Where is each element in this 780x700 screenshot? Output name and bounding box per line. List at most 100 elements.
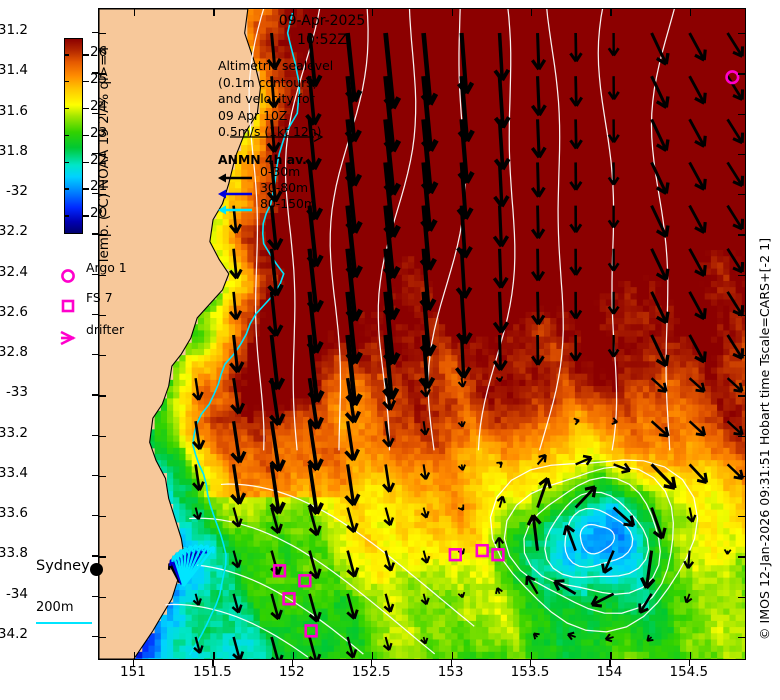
axis-inner-tick (133, 652, 136, 659)
y-tick-label: -32.4 (0, 263, 28, 280)
axis-inner-tick (99, 636, 106, 639)
y-tick-mark (92, 595, 98, 597)
adcp-arrow-icon (218, 189, 252, 199)
colorbar-tick-mark (83, 80, 89, 83)
colorbar-tick-label: 24 (90, 97, 108, 114)
axis-inner-tick (99, 596, 106, 598)
x-tick-mark (450, 660, 452, 666)
title-date: 09-Apr-2025 (278, 13, 366, 29)
map-plot-area[interactable] (98, 8, 746, 660)
axis-inner-tick (99, 475, 106, 478)
colorbar-tick-mark (83, 161, 89, 163)
x-tick-mark (291, 660, 293, 666)
axis-inner-tick (372, 9, 374, 16)
axis-inner-tick (99, 73, 106, 75)
y-tick-label: -31.4 (0, 62, 28, 79)
colorbar-tick-mark-inner (64, 54, 69, 56)
adcp-arrow-icon (218, 173, 252, 183)
y-tick-label: -33.8 (0, 545, 28, 562)
colorbar-tick-mark (83, 54, 89, 56)
axis-inner-tick (738, 636, 745, 639)
axis-inner-tick (99, 355, 106, 357)
y-tick-label: -33.4 (0, 464, 28, 481)
marker-legend-label: FS 7 (86, 290, 113, 305)
axis-inner-tick (99, 153, 106, 156)
colorbar-tick-mark (83, 107, 89, 110)
colorbar-tick-mark-inner (64, 107, 69, 110)
annot-line-3: 09 Apr 10Z (218, 107, 288, 123)
y-tick-mark (92, 434, 98, 436)
axis-inner-tick (738, 194, 745, 196)
adcp-legend-item: 80-150m (218, 196, 316, 219)
x-tick-label: 153.5 (510, 664, 550, 680)
y-tick-mark (92, 635, 98, 638)
axis-inner-tick (133, 9, 136, 16)
velocity-scale-arrow-icon (230, 132, 324, 142)
y-tick-mark (92, 515, 98, 517)
axis-inner-tick (99, 234, 106, 236)
axis-inner-tick (99, 274, 106, 276)
y-tick-label: -34.2 (0, 625, 28, 642)
y-tick-label: -32 (5, 183, 28, 200)
adcp-legend-item: 0-30m (218, 164, 300, 187)
axis-inner-tick (738, 395, 745, 397)
axis-inner-tick (610, 652, 612, 659)
figure-title: 09-Apr-2025 10:52Z (232, 12, 412, 50)
axis-inner-tick (738, 556, 745, 558)
colorbar-tick-label: 25 (90, 70, 108, 87)
y-tick-label: -34 (5, 585, 28, 602)
isobath-label: 200m (36, 600, 74, 615)
annot-line-1: (0.1m contours) (218, 74, 318, 90)
colorbar-tick-label: 21 (90, 178, 108, 195)
colorbar-tick-label: 23 (90, 124, 108, 141)
axis-inner-tick (738, 153, 745, 156)
y-tick-label: -32.8 (0, 344, 28, 361)
marker-legend-item: drifter (60, 322, 124, 349)
y-tick-mark (92, 233, 98, 235)
y-tick-mark (92, 394, 98, 396)
axis-inner-tick (99, 33, 106, 35)
x-tick-label: 152 (278, 664, 305, 680)
x-tick-label: 152.5 (351, 664, 391, 680)
axis-inner-tick (738, 274, 745, 276)
adcp-legend-heading: ANMN 4h av. (218, 152, 307, 167)
x-tick-label: 151.5 (193, 664, 232, 680)
axis-inner-tick (99, 556, 106, 558)
axis-inner-tick (610, 9, 612, 16)
map-canvas (99, 9, 745, 659)
axis-inner-tick (99, 395, 106, 397)
y-tick-mark (92, 112, 98, 114)
axis-inner-tick (738, 113, 745, 115)
colorbar-tick-mark (83, 134, 89, 137)
y-tick-label: -31.6 (0, 102, 28, 119)
isobath-swatch-icon (36, 622, 92, 625)
y-tick-mark (92, 32, 98, 34)
axis-inner-tick (99, 113, 106, 115)
y-tick-label: -33.6 (0, 505, 28, 522)
adcp-legend-item: 30-80m (218, 180, 308, 203)
y-tick-mark (92, 474, 98, 477)
axis-inner-tick (451, 9, 453, 16)
colorbar-tick-label: 26 (90, 44, 108, 61)
y-tick-label: -31.8 (0, 142, 28, 159)
colorbar-title: Temp. (°C) NOAA 19 27% ql>=4 (96, 46, 112, 265)
axis-inner-tick (689, 9, 692, 16)
axis-inner-tick (99, 194, 106, 196)
x-tick-mark (212, 660, 214, 666)
x-tick-mark (609, 660, 611, 666)
colorbar-tick-label: 22 (90, 151, 108, 168)
axis-inner-tick (292, 652, 295, 659)
x-tick-mark (132, 660, 135, 666)
adcp-legend-label: 0-30m (260, 164, 301, 179)
sydney-marker-icon (90, 563, 103, 576)
axis-inner-tick (372, 652, 374, 659)
marker-legend-label: drifter (86, 322, 125, 337)
colorbar-tick-mark-inner (64, 80, 69, 83)
y-tick-mark (92, 354, 98, 356)
altimetry-annotation: Altimetric sealevel (0.1m contours) and … (218, 58, 333, 141)
annot-line-2: and velocity for (218, 91, 315, 106)
axis-inner-tick (689, 652, 692, 659)
y-tick-label: -31.2 (0, 22, 28, 39)
axis-inner-tick (213, 9, 215, 16)
